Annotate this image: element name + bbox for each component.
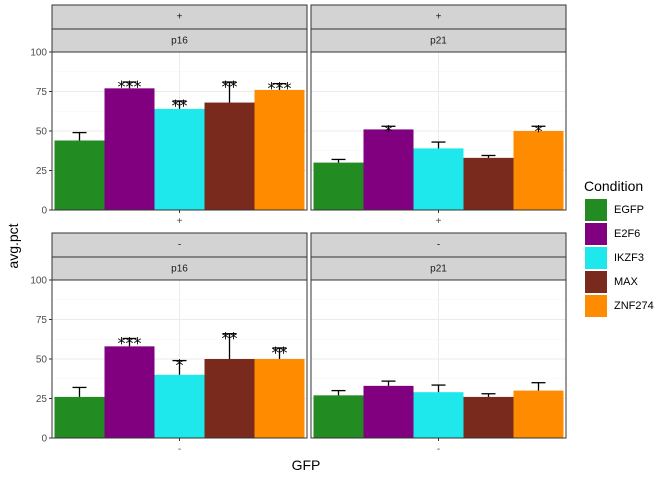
- bar-max: [463, 396, 514, 438]
- bar-znf274: [513, 390, 564, 438]
- facet-strip-gene: [51, 256, 308, 282]
- bar-ikzf3: [154, 108, 205, 210]
- facet-strip-gene: [310, 256, 567, 282]
- facet-strip-gfp-label: -: [437, 240, 440, 251]
- x-tick-label: -: [437, 444, 440, 455]
- y-tick-label: 100: [30, 48, 47, 59]
- facet-strip-gfp-label: +: [436, 12, 442, 23]
- legend-label-egfp: EGFP: [614, 204, 644, 216]
- legend-label-ikzf3: IKZF3: [614, 252, 644, 264]
- bar-e2f6: [363, 385, 414, 438]
- bar-max: [204, 359, 255, 438]
- bar-e2f6: [104, 346, 155, 438]
- facet-strip-gene: [51, 28, 308, 54]
- legend-key-max: [585, 271, 607, 293]
- facet-strip-gene-label: p21: [430, 264, 447, 275]
- legend-key-ikzf3: [585, 247, 607, 269]
- significance-label: *: [385, 121, 393, 140]
- facet-strip-gene-label: p21: [430, 36, 447, 47]
- facet-strip-gfp: [310, 4, 567, 30]
- bar-egfp: [313, 162, 364, 210]
- bar-e2f6: [363, 129, 414, 210]
- facet-strip-gfp: [51, 4, 308, 30]
- y-tick-label: 50: [36, 355, 48, 366]
- significance-label: ***: [118, 77, 142, 96]
- bar-znf274: [513, 131, 564, 210]
- legend-key-znf274: [585, 295, 607, 317]
- facet-strip-gene: [310, 28, 567, 54]
- significance-label: **: [172, 96, 188, 115]
- y-tick-label: 100: [30, 276, 47, 287]
- bar-egfp: [313, 395, 364, 438]
- significance-label: ***: [118, 333, 142, 352]
- legend-label-znf274: ZNF274: [614, 300, 654, 312]
- x-tick-label: -: [178, 444, 181, 455]
- x-axis-title: GFP: [292, 457, 321, 473]
- significance-label: ***: [268, 79, 292, 98]
- y-tick-label: 75: [36, 87, 48, 98]
- significance-label: **: [222, 329, 238, 348]
- facet-strip-gfp: [310, 232, 567, 258]
- facet-strip-gfp-label: +: [177, 12, 183, 23]
- significance-label: **: [222, 77, 238, 96]
- bar-znf274: [254, 359, 305, 438]
- bar-max: [204, 102, 255, 210]
- bar-ikzf3: [413, 392, 464, 438]
- bar-znf274: [254, 89, 305, 210]
- significance-label: *: [176, 356, 184, 375]
- bar-egfp: [54, 396, 105, 438]
- y-tick-label: 0: [41, 434, 47, 445]
- y-tick-label: 75: [36, 315, 48, 326]
- y-tick-label: 50: [36, 127, 48, 138]
- legend-label-max: MAX: [614, 276, 639, 288]
- legend: Condition EGFP E2F6 IKZF3 MAX ZNF274: [584, 178, 654, 317]
- y-axis-title: avg.pct: [5, 223, 21, 268]
- y-tick-label: 0: [41, 206, 47, 217]
- y-tick-label: 25: [36, 394, 48, 405]
- facet-strip-gfp: [51, 232, 308, 258]
- bar-egfp: [54, 140, 105, 210]
- facet-strip-gfp-label: -: [178, 240, 181, 251]
- legend-title: Condition: [584, 178, 643, 194]
- legend-key-egfp: [585, 199, 607, 221]
- legend-label-e2f6: E2F6: [614, 228, 640, 240]
- x-tick-label: +: [177, 216, 183, 227]
- y-tick-label: 25: [36, 166, 48, 177]
- facet-strip-gene-label: p16: [171, 36, 188, 47]
- bar-e2f6: [104, 88, 155, 210]
- facet-strip-gene-label: p16: [171, 264, 188, 275]
- bar-ikzf3: [413, 148, 464, 210]
- bar-ikzf3: [154, 374, 205, 438]
- significance-label: *: [535, 121, 543, 140]
- legend-key-e2f6: [585, 223, 607, 245]
- x-tick-label: +: [436, 216, 442, 227]
- significance-label: **: [272, 343, 288, 362]
- bar-max: [463, 157, 514, 210]
